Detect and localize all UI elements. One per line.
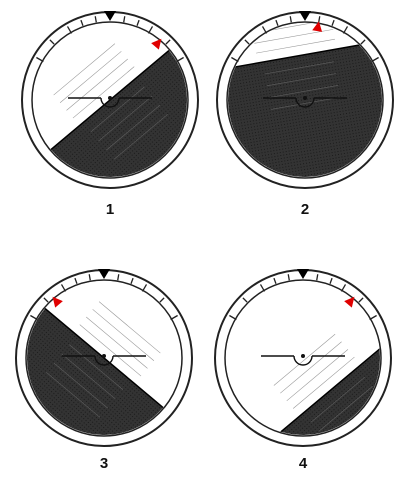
attitude-indicator-4: 4 <box>203 258 403 493</box>
bank-scale-tick <box>331 19 335 26</box>
pitch-line <box>256 38 335 54</box>
airplane-center-dot <box>303 96 307 100</box>
attitude-indicator-2: 2 <box>205 0 405 235</box>
bank-scale-tick <box>123 16 126 23</box>
pitch-line <box>69 344 124 390</box>
pitch-line <box>46 372 101 418</box>
panel-label: 2 <box>300 201 310 218</box>
attitude-indicator-dial <box>15 269 193 447</box>
attitude-indicator-dial <box>216 11 394 189</box>
bezel-inner-ring <box>224 279 382 437</box>
attitude-indicator-dial <box>214 269 392 447</box>
pitch-line <box>72 66 135 119</box>
bank-scale-tick <box>130 277 134 284</box>
pitch-line <box>266 73 336 87</box>
bank-scale-tick <box>287 274 290 281</box>
pitch-line <box>86 316 148 369</box>
pitch-line <box>318 386 373 432</box>
bank-scale-tick <box>74 277 78 284</box>
bezel-inner-ring <box>226 21 384 179</box>
pitch-line <box>286 349 349 402</box>
pitch-line <box>106 104 161 151</box>
pitch-line <box>79 324 142 377</box>
pitch-line <box>98 301 161 354</box>
pitch-line <box>53 362 108 409</box>
bank-scale-tick <box>165 39 171 45</box>
bank-scale-tick <box>49 39 55 45</box>
airplane-body-arc <box>100 97 120 108</box>
airplane-body-arc <box>94 355 114 366</box>
bezel-inner-ring <box>31 21 189 179</box>
index-triangle <box>104 11 116 21</box>
panel-label: 1 <box>105 201 115 218</box>
horizon-group <box>228 23 382 177</box>
pitch-line <box>113 114 168 160</box>
pitch-line <box>271 96 341 110</box>
attitude-indicator-dial <box>21 11 199 189</box>
airplane-body-arc <box>295 97 315 108</box>
pitch-line <box>92 309 155 361</box>
bank-scale-tick <box>88 274 91 281</box>
pitch-line <box>292 356 355 409</box>
bank-scale-tick <box>318 16 321 23</box>
pitch-line <box>264 61 334 75</box>
attitude-indicator-1: 1 <box>10 0 210 235</box>
bezel-inner-ring <box>25 279 183 437</box>
horizon-line <box>226 281 380 435</box>
bank-scale-tick <box>275 19 279 26</box>
airplane-center-dot <box>108 96 112 100</box>
bank-scale-tick <box>117 274 120 281</box>
index-triangle <box>299 11 311 21</box>
pitch-line <box>273 333 336 386</box>
bank-scale-tick <box>358 297 364 303</box>
pitch-line <box>53 43 116 96</box>
bank-pointer <box>52 296 63 308</box>
bank-scale-tick <box>159 297 165 303</box>
bank-scale-tick <box>136 19 140 26</box>
airplane-center-dot <box>301 354 305 358</box>
airplane-body-arc <box>293 355 313 366</box>
bank-scale-tick <box>329 277 333 284</box>
bank-scale-tick <box>80 19 84 26</box>
bank-scale-tick <box>43 297 49 303</box>
bank-pointer <box>344 296 355 308</box>
bank-scale-tick <box>289 16 292 23</box>
bank-scale-tick <box>244 39 250 45</box>
pitch-line <box>268 85 339 98</box>
miniature-airplane <box>68 96 152 108</box>
bank-scale-tick <box>273 277 277 284</box>
panel-label: 4 <box>298 455 308 472</box>
bank-scale-tick <box>360 39 366 45</box>
bank-scale-tick <box>242 297 248 303</box>
bank-scale-tick <box>316 274 319 281</box>
pitch-line <box>59 51 122 103</box>
attitude-indicator-3: 3 <box>4 258 204 493</box>
panel-label: 3 <box>99 455 109 472</box>
bank-pointer <box>151 38 162 50</box>
index-triangle <box>98 269 110 279</box>
miniature-airplane <box>261 354 345 366</box>
airplane-center-dot <box>102 354 106 358</box>
pitch-line <box>66 58 128 111</box>
pitch-line <box>98 95 153 142</box>
miniature-airplane <box>263 96 347 108</box>
pitch-line <box>61 353 116 400</box>
pitch-line <box>90 86 145 132</box>
bank-pointer <box>312 21 323 32</box>
bank-scale-tick <box>94 16 97 23</box>
pitch-line <box>254 29 334 44</box>
pitch-line <box>310 376 365 423</box>
pitch-line <box>280 341 342 394</box>
index-triangle <box>297 269 309 279</box>
horizon-line <box>228 23 382 95</box>
miniature-airplane <box>62 354 146 366</box>
